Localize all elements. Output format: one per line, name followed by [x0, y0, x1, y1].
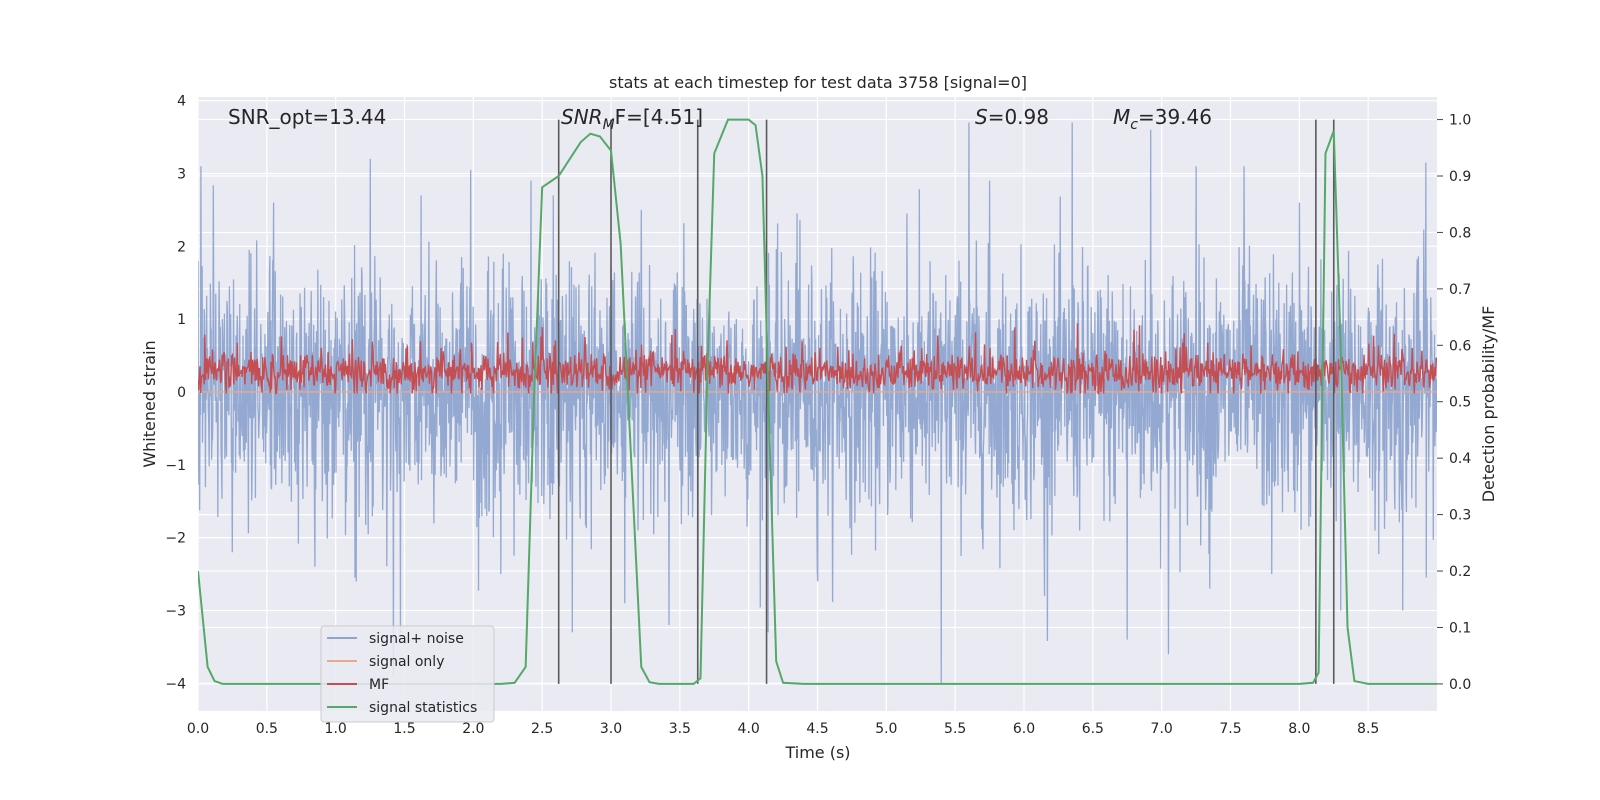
- chart-title: stats at each timestep for test data 375…: [609, 73, 1027, 92]
- annotation-mc-sub: c: [1130, 117, 1138, 133]
- y-tick-label-right: 1.0: [1449, 113, 1471, 129]
- x-tick-label: 1.0: [325, 721, 347, 737]
- x-tick-label: 4.5: [806, 721, 828, 737]
- y-axis-right-ticks: 0.0 0.1 0.2 0.3 0.4 0.5 0.6 0.7 0.8 0.9 1.0: [1437, 113, 1471, 693]
- y-tick-label-right: 0.8: [1449, 225, 1471, 241]
- annotation-snr-opt: SNR_opt=13.44: [228, 105, 386, 129]
- x-tick-label: 5.5: [944, 721, 966, 737]
- legend-label-mf: MF: [369, 677, 389, 693]
- y-tick-label-left: 4: [177, 94, 186, 110]
- annotation-mc: Mc=39.46: [1113, 105, 1212, 133]
- x-tick-label: 2.5: [531, 721, 553, 737]
- annotation-snr-mf-main: SNR: [561, 105, 603, 129]
- signal-noise-series: [198, 122, 1437, 684]
- y-tick-label-right: 0.9: [1449, 169, 1471, 185]
- y-axis-left-label: Whitened strain: [140, 340, 159, 467]
- y-tick-label-left: 2: [177, 239, 186, 255]
- annotation-mc-main: M: [1113, 105, 1130, 129]
- x-tick-label: 3.5: [669, 721, 691, 737]
- y-tick-label-right: 0.4: [1449, 451, 1471, 467]
- y-tick-label-left: −1: [165, 458, 186, 474]
- x-tick-label: 8.0: [1288, 721, 1310, 737]
- y-tick-label-right: 0.0: [1449, 677, 1471, 693]
- signal-noise-line: [198, 122, 1437, 684]
- annotation-s-rest: =0.98: [988, 105, 1049, 129]
- x-tick-label: 3.0: [600, 721, 622, 737]
- annotation-snr-mf-sub: M: [603, 117, 615, 133]
- annotation-snr-mf: SNRMF=[4.51]: [561, 105, 703, 133]
- y-tick-label-left: −4: [165, 676, 186, 692]
- y-tick-label-right: 0.5: [1449, 395, 1471, 411]
- y-tick-label-left: 3: [177, 166, 186, 182]
- annotation-s: S=0.98: [975, 105, 1049, 129]
- x-tick-label: 6.5: [1082, 721, 1104, 737]
- y-tick-label-right: 0.7: [1449, 282, 1471, 298]
- x-tick-label: 8.5: [1357, 721, 1379, 737]
- legend-label-signal-only: signal only: [369, 654, 444, 670]
- mf-series: [198, 323, 1437, 395]
- y-tick-label-left: −3: [165, 603, 186, 619]
- annotation-s-main: S: [975, 105, 988, 129]
- x-tick-label: 6.0: [1013, 721, 1035, 737]
- y-tick-label-right: 0.2: [1449, 564, 1471, 580]
- legend-label-signal-noise: signal+ noise: [369, 631, 464, 647]
- x-axis-ticks: 0.0 0.5 1.0 1.5 2.0 2.5 3.0 3.5 4.0 4.5 5.0 5.5 6.0 6…: [187, 721, 1379, 737]
- y-tick-label-left: −2: [165, 531, 186, 547]
- x-tick-label: 4.0: [738, 721, 760, 737]
- y-tick-label-right: 0.3: [1449, 508, 1471, 524]
- x-axis-label: Time (s): [784, 743, 850, 762]
- y-tick-label-left: 1: [177, 312, 186, 328]
- x-tick-label: 1.5: [393, 721, 415, 737]
- x-tick-label: 2.0: [462, 721, 484, 737]
- vertical-markers: [557, 119, 1335, 684]
- mf-line: [198, 323, 1437, 395]
- x-tick-label: 5.0: [875, 721, 897, 737]
- y-axis-left-ticks: −4 −3 −2 −1 0 1 2 3 4: [165, 94, 186, 693]
- x-tick-label: 0.0: [187, 721, 209, 737]
- legend-label-signal-statistics: signal statistics: [369, 700, 477, 716]
- annotation-snr-mf-rest: F=[4.51]: [615, 105, 703, 129]
- x-tick-label: 7.5: [1219, 721, 1241, 737]
- x-tick-label: 7.0: [1151, 721, 1173, 737]
- x-tick-label: 0.5: [256, 721, 278, 737]
- y-axis-right-label: Detection probability/MF: [1479, 306, 1498, 503]
- y-tick-label-right: 0.6: [1449, 338, 1471, 354]
- legend: signal+ noise signal only MF signal stat…: [320, 625, 495, 723]
- legend-box: [320, 625, 495, 723]
- y-tick-label-left: 0: [177, 385, 186, 401]
- y-tick-label-right: 0.1: [1449, 620, 1471, 636]
- annotation-mc-rest: =39.46: [1138, 105, 1212, 129]
